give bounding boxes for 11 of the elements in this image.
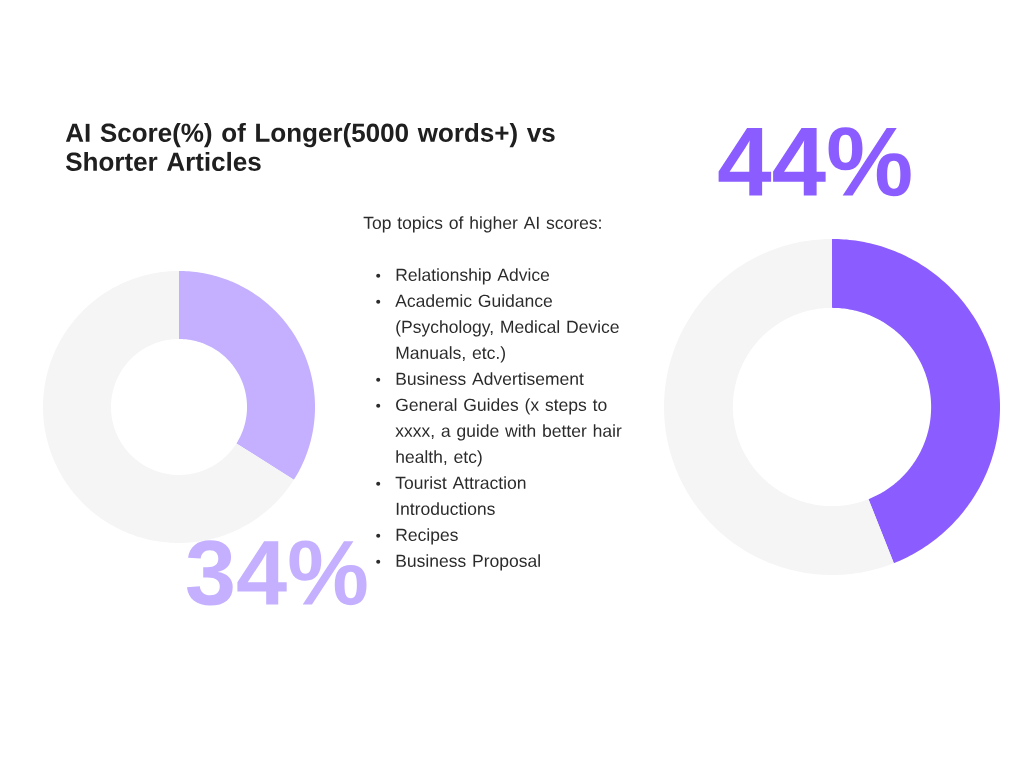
data-label: 44% [718, 127, 911, 197]
text: Business Advertisement [396, 372, 584, 386]
chart-title: AI Score(%) of Longer(5000 words+) vs Shorter Articles [65, 122, 555, 171]
text: Business Proposal [396, 554, 540, 571]
text: General Guides (x steps to xxxx, a guide with better hair health, etc) [395, 398, 622, 467]
data-label: 34% [186, 540, 367, 606]
text: Tourist Attraction Introductions [395, 476, 526, 516]
text: Top topics of higher AI scores: [363, 216, 601, 233]
text: Relationship Advice [396, 268, 550, 285]
text: Academic Guidance (Psychology, Medical Device Manuals, etc.) [395, 294, 619, 363]
text: Recipes [396, 528, 458, 545]
